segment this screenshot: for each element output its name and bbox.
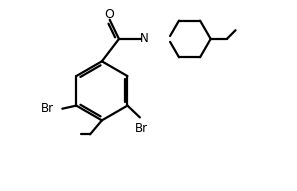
Text: Br: Br [40,102,54,115]
Text: N: N [140,32,149,45]
Text: O: O [105,8,115,21]
Text: Br: Br [135,122,148,135]
